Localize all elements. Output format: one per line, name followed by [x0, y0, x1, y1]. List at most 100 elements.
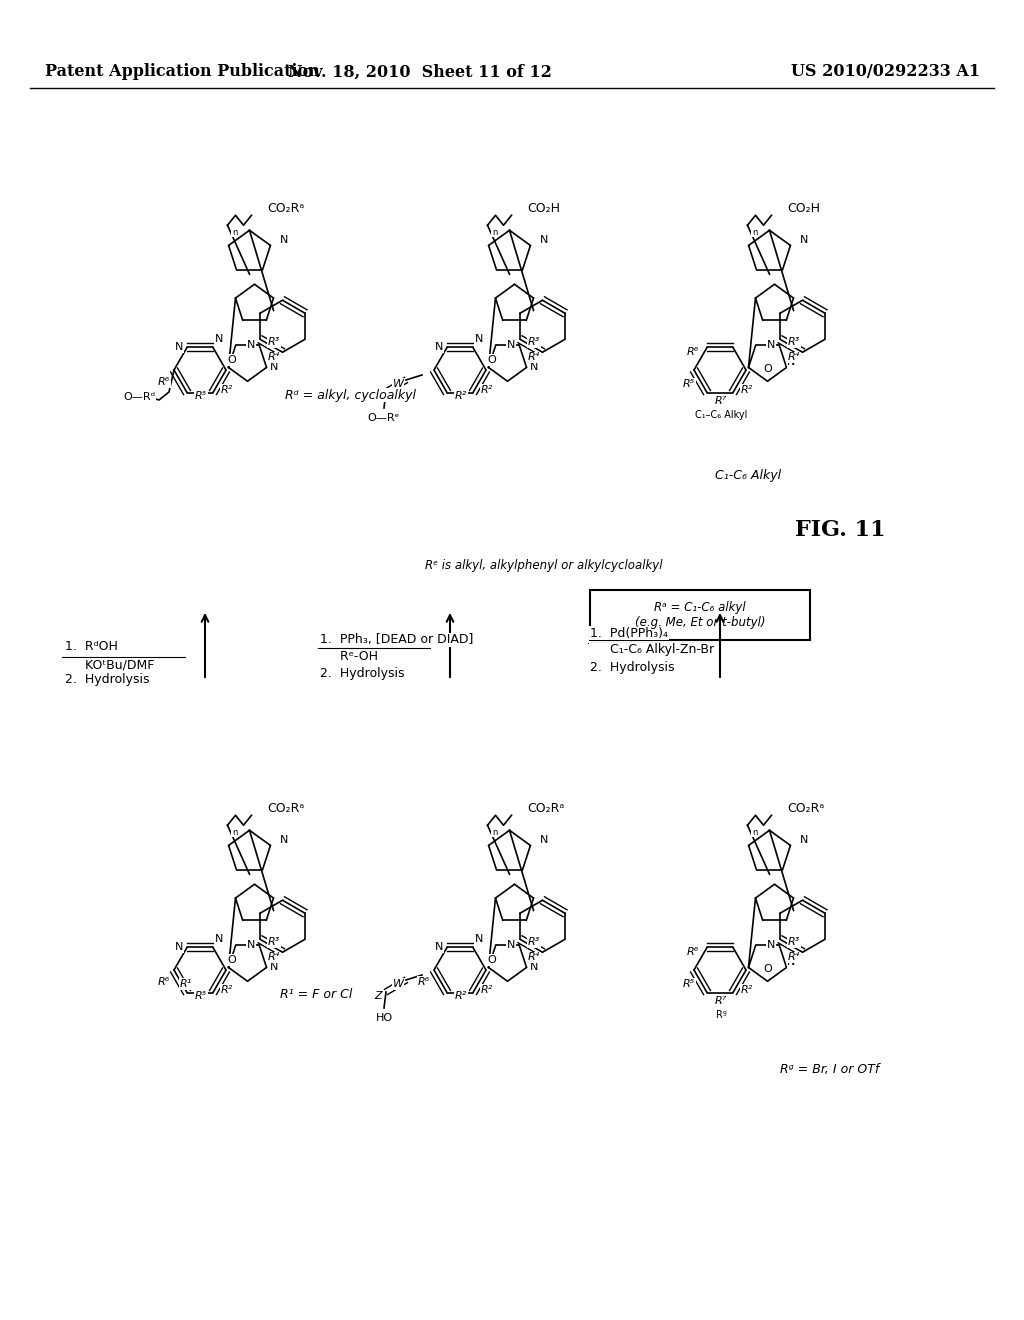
Text: R³: R³ [268, 937, 281, 948]
Text: CO₂Rᵃ: CO₂Rᵃ [787, 801, 824, 814]
Text: O: O [227, 954, 237, 965]
Text: CO₂H: CO₂H [527, 202, 560, 215]
Text: R⁴: R⁴ [787, 352, 800, 362]
Text: R²: R² [455, 990, 467, 1001]
Text: R²: R² [741, 384, 753, 395]
Text: 2.  Hydrolysis: 2. Hydrolysis [319, 667, 404, 680]
Text: N: N [507, 940, 515, 950]
Text: R⁷: R⁷ [715, 995, 727, 1006]
Text: R⁶: R⁶ [418, 977, 430, 987]
Text: N: N [475, 334, 483, 345]
Text: Nov. 18, 2010  Sheet 11 of 12: Nov. 18, 2010 Sheet 11 of 12 [288, 63, 552, 81]
Text: R³: R³ [268, 337, 281, 347]
Text: n: n [752, 228, 757, 236]
Text: N: N [787, 957, 796, 968]
Text: R⁷: R⁷ [715, 396, 727, 405]
Text: R⁶: R⁶ [687, 948, 699, 957]
Text: R⁴: R⁴ [787, 952, 800, 962]
Text: 2.  Hydrolysis: 2. Hydrolysis [590, 660, 675, 673]
Text: C₁-C₆ Alkyl-Zn-Br: C₁-C₆ Alkyl-Zn-Br [590, 644, 714, 656]
Text: R⁶: R⁶ [687, 347, 699, 358]
Text: N: N [270, 962, 279, 973]
Text: R²: R² [455, 391, 467, 400]
Text: R⁵: R⁵ [683, 979, 695, 989]
Text: Rᵈ = alkyl, cycloalkyl: Rᵈ = alkyl, cycloalkyl [285, 388, 416, 401]
Text: R⁵: R⁵ [195, 391, 207, 400]
Text: R⁴: R⁴ [527, 952, 540, 962]
Text: N: N [215, 334, 223, 345]
Text: O: O [487, 954, 497, 965]
Text: R³: R³ [527, 337, 540, 347]
Text: R⁵: R⁵ [195, 990, 207, 1001]
Text: R³: R³ [787, 337, 800, 347]
Text: 1.  Pd(PPh₃)₄: 1. Pd(PPh₃)₄ [590, 627, 668, 639]
Text: O—Rᵉ: O—Rᵉ [368, 413, 400, 422]
Text: N: N [800, 836, 809, 845]
Text: N: N [281, 836, 289, 845]
Text: O—Rᵈ: O—Rᵈ [123, 392, 155, 403]
Text: N: N [507, 341, 515, 350]
Text: Z: Z [374, 991, 382, 1001]
Text: n: n [231, 228, 238, 236]
Text: N: N [530, 363, 539, 372]
Bar [590, 590, 810, 640]
Text: CO₂Rᵃ: CO₂Rᵃ [527, 801, 565, 814]
Text: N: N [175, 942, 183, 953]
Text: R²: R² [221, 985, 233, 994]
Text: W: W [392, 379, 403, 389]
Text: N: N [270, 363, 279, 372]
Text: N: N [530, 962, 539, 973]
Text: R⁵: R⁵ [683, 379, 695, 389]
Text: C₁–C₆ Alkyl: C₁–C₆ Alkyl [695, 409, 748, 420]
Text: N: N [215, 935, 223, 945]
Text: R⁴: R⁴ [268, 952, 281, 962]
Text: R²: R² [481, 384, 494, 395]
Text: R²: R² [481, 985, 494, 994]
Text: Rᵍ: Rᵍ [716, 1010, 726, 1019]
Text: R²: R² [221, 384, 233, 395]
Text: R¹ = F or Cl: R¹ = F or Cl [280, 989, 352, 1002]
Text: N: N [767, 940, 775, 950]
Text: Rᵉ is alkyl, alkylphenyl or alkylcycloalkyl: Rᵉ is alkyl, alkylphenyl or alkylcycloal… [425, 558, 663, 572]
Text: R⁴: R⁴ [268, 352, 281, 362]
Text: N: N [247, 341, 255, 350]
Text: Rᵃ = C₁-C₆ alkyl
(e.g. Me, Et or t-butyl): Rᵃ = C₁-C₆ alkyl (e.g. Me, Et or t-butyl… [635, 601, 765, 630]
Text: KOᵗBu/DMF: KOᵗBu/DMF [65, 659, 155, 672]
Text: Rᵍ = Br, I or OTf: Rᵍ = Br, I or OTf [780, 1064, 880, 1077]
Text: CO₂Rᵃ: CO₂Rᵃ [267, 202, 305, 215]
Text: R³: R³ [787, 937, 800, 948]
Text: R⁶: R⁶ [158, 378, 170, 387]
Text: US 2010/0292233 A1: US 2010/0292233 A1 [791, 63, 980, 81]
Text: N: N [281, 235, 289, 246]
Text: C₁-C₆ Alkyl: C₁-C₆ Alkyl [715, 469, 781, 482]
Text: N: N [787, 358, 796, 367]
Text: O: O [763, 964, 772, 974]
Text: N: N [541, 836, 549, 845]
Text: 1.  RᵈOH: 1. RᵈOH [65, 640, 118, 653]
Text: N: N [435, 342, 443, 352]
Text: 2.  Hydrolysis: 2. Hydrolysis [65, 673, 150, 686]
Text: R⁶: R⁶ [158, 977, 170, 987]
Text: N: N [475, 935, 483, 945]
Text: N: N [767, 341, 775, 350]
Text: O: O [487, 355, 497, 366]
Text: FIG. 11: FIG. 11 [795, 519, 886, 541]
Text: Rᵉ-OH: Rᵉ-OH [319, 651, 378, 664]
Text: O: O [763, 364, 772, 375]
Text: CO₂Rᵃ: CO₂Rᵃ [267, 801, 305, 814]
Text: N: N [800, 235, 809, 246]
Text: N: N [435, 942, 443, 953]
Text: N: N [247, 940, 255, 950]
Text: R²: R² [741, 985, 753, 994]
Text: R⁴: R⁴ [527, 352, 540, 362]
Text: N: N [541, 235, 549, 246]
Text: R¹: R¹ [180, 979, 193, 989]
Text: N: N [175, 342, 183, 352]
Text: HO: HO [376, 1012, 392, 1023]
Text: n: n [492, 828, 498, 837]
Text: R³: R³ [527, 937, 540, 948]
Text: n: n [752, 828, 757, 837]
Text: Z: Z [374, 391, 382, 401]
Text: O: O [227, 355, 237, 366]
Text: n: n [231, 828, 238, 837]
